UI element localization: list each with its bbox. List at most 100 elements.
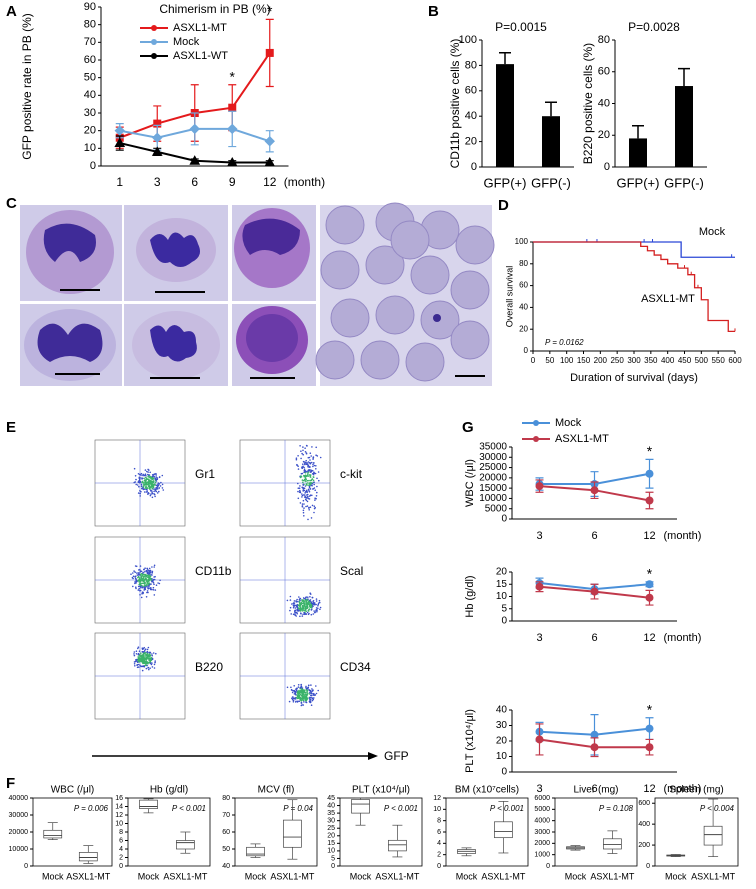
y-tick-label: 200 bbox=[638, 842, 650, 849]
marker-label: CD34 bbox=[340, 660, 371, 674]
flow-dot bbox=[153, 576, 155, 578]
flow-dot bbox=[307, 596, 309, 598]
flow-dot bbox=[308, 609, 310, 611]
flow-dot bbox=[148, 579, 151, 582]
flow-dot bbox=[301, 687, 304, 689]
flow-dot bbox=[312, 698, 315, 701]
flow-dot bbox=[302, 481, 304, 484]
y-tick-label: 60 bbox=[84, 54, 96, 66]
flow-dot bbox=[147, 646, 150, 649]
flow-dot bbox=[136, 574, 139, 576]
flow-dot bbox=[301, 600, 303, 602]
flow-dot bbox=[133, 661, 136, 663]
flow-dot bbox=[311, 478, 313, 481]
flow-dot bbox=[298, 600, 301, 603]
rbc bbox=[360, 340, 400, 380]
flow-dot bbox=[307, 495, 309, 498]
flow-dot bbox=[305, 694, 307, 696]
flow-dot bbox=[137, 646, 140, 648]
flow-dot bbox=[304, 476, 307, 478]
flow-dot bbox=[303, 604, 306, 607]
y-tick-label: 12 bbox=[115, 812, 123, 819]
flow-dot bbox=[142, 665, 144, 667]
flow-dot bbox=[143, 579, 145, 581]
legend-label: ASXL1-MT bbox=[173, 22, 227, 34]
y-tick-label: 0 bbox=[119, 863, 123, 870]
flow-dot bbox=[305, 505, 307, 508]
flow-dot bbox=[302, 499, 305, 502]
flow-dot bbox=[157, 484, 160, 487]
flow-dot bbox=[154, 661, 156, 664]
x-tick-label: 3 bbox=[536, 530, 542, 542]
flow-dot bbox=[144, 469, 147, 471]
flow-dot bbox=[139, 583, 141, 585]
marker bbox=[645, 593, 654, 602]
legend-marker bbox=[533, 436, 539, 442]
series-label: ASXL1-MT bbox=[641, 293, 695, 305]
flow-dot bbox=[294, 607, 297, 609]
significance: * bbox=[647, 443, 653, 459]
flow-dot bbox=[302, 463, 304, 466]
flow-dot bbox=[137, 589, 140, 591]
y-tick-label: 20 bbox=[84, 125, 96, 137]
x-tick-label: 6 bbox=[591, 632, 597, 644]
y-tick-label: 100 bbox=[515, 237, 529, 246]
y-tick-label: 80 bbox=[598, 34, 610, 46]
flow-dot bbox=[150, 663, 153, 666]
flow-dot bbox=[138, 587, 140, 590]
flow-dot bbox=[299, 615, 301, 618]
flow-dot bbox=[297, 468, 300, 470]
flow-dot bbox=[289, 599, 292, 601]
flow-dot bbox=[312, 479, 315, 482]
flow-dot bbox=[136, 658, 138, 661]
flow-dot bbox=[149, 572, 151, 574]
flow-dot bbox=[290, 688, 293, 691]
y-tick-label: 80 bbox=[465, 59, 477, 71]
flow-dot bbox=[301, 610, 304, 612]
flow-dot bbox=[310, 604, 312, 606]
flow-dot bbox=[133, 467, 136, 470]
flow-dot bbox=[146, 478, 149, 481]
flow-dot bbox=[304, 606, 307, 608]
y-tick-label: 0 bbox=[604, 161, 610, 173]
flow-dot bbox=[137, 585, 140, 588]
flow-dot bbox=[142, 651, 144, 653]
y-tick-label: 15000 bbox=[479, 483, 507, 494]
x-tick-label: Mock bbox=[456, 871, 478, 881]
rbc bbox=[320, 250, 360, 290]
y-tick-label: 20000 bbox=[479, 472, 507, 483]
flow-dot bbox=[147, 587, 149, 590]
flow-dot bbox=[142, 656, 144, 658]
flow-dot bbox=[132, 585, 134, 588]
y-axis-label: Hb (g/dl) bbox=[464, 575, 476, 617]
flow-dot bbox=[308, 486, 311, 488]
flow-dot bbox=[316, 609, 318, 611]
flow-dot bbox=[149, 575, 152, 578]
flow-dot bbox=[139, 565, 142, 567]
x-tick-label: Mock bbox=[245, 871, 267, 881]
legend-marker bbox=[151, 25, 157, 31]
flow-dot bbox=[314, 602, 316, 604]
flow-dot bbox=[286, 599, 289, 602]
flow-dot bbox=[136, 572, 138, 574]
y-tick-label: 60 bbox=[222, 829, 230, 836]
flow-dot bbox=[311, 482, 314, 485]
x-tick-label: 6 bbox=[591, 530, 597, 542]
flow-dot bbox=[301, 602, 304, 605]
flow-dot bbox=[151, 478, 154, 481]
flow-dot bbox=[293, 697, 296, 700]
flow-dot bbox=[137, 656, 139, 658]
flow-dot bbox=[313, 610, 315, 612]
flow-dot bbox=[146, 572, 149, 574]
box bbox=[43, 829, 63, 839]
flow-dot bbox=[151, 491, 153, 494]
y-tick-label: 60 bbox=[519, 281, 528, 290]
flow-dot bbox=[300, 450, 302, 453]
flow-cytometry: Gr1 c-kit CD11b Scal B220 CD34 bbox=[94, 439, 371, 720]
flow-dot bbox=[314, 472, 317, 475]
flow-dot bbox=[133, 651, 136, 653]
flow-dot bbox=[316, 485, 318, 488]
flow-dot bbox=[308, 693, 311, 695]
flow-dot bbox=[143, 652, 145, 655]
